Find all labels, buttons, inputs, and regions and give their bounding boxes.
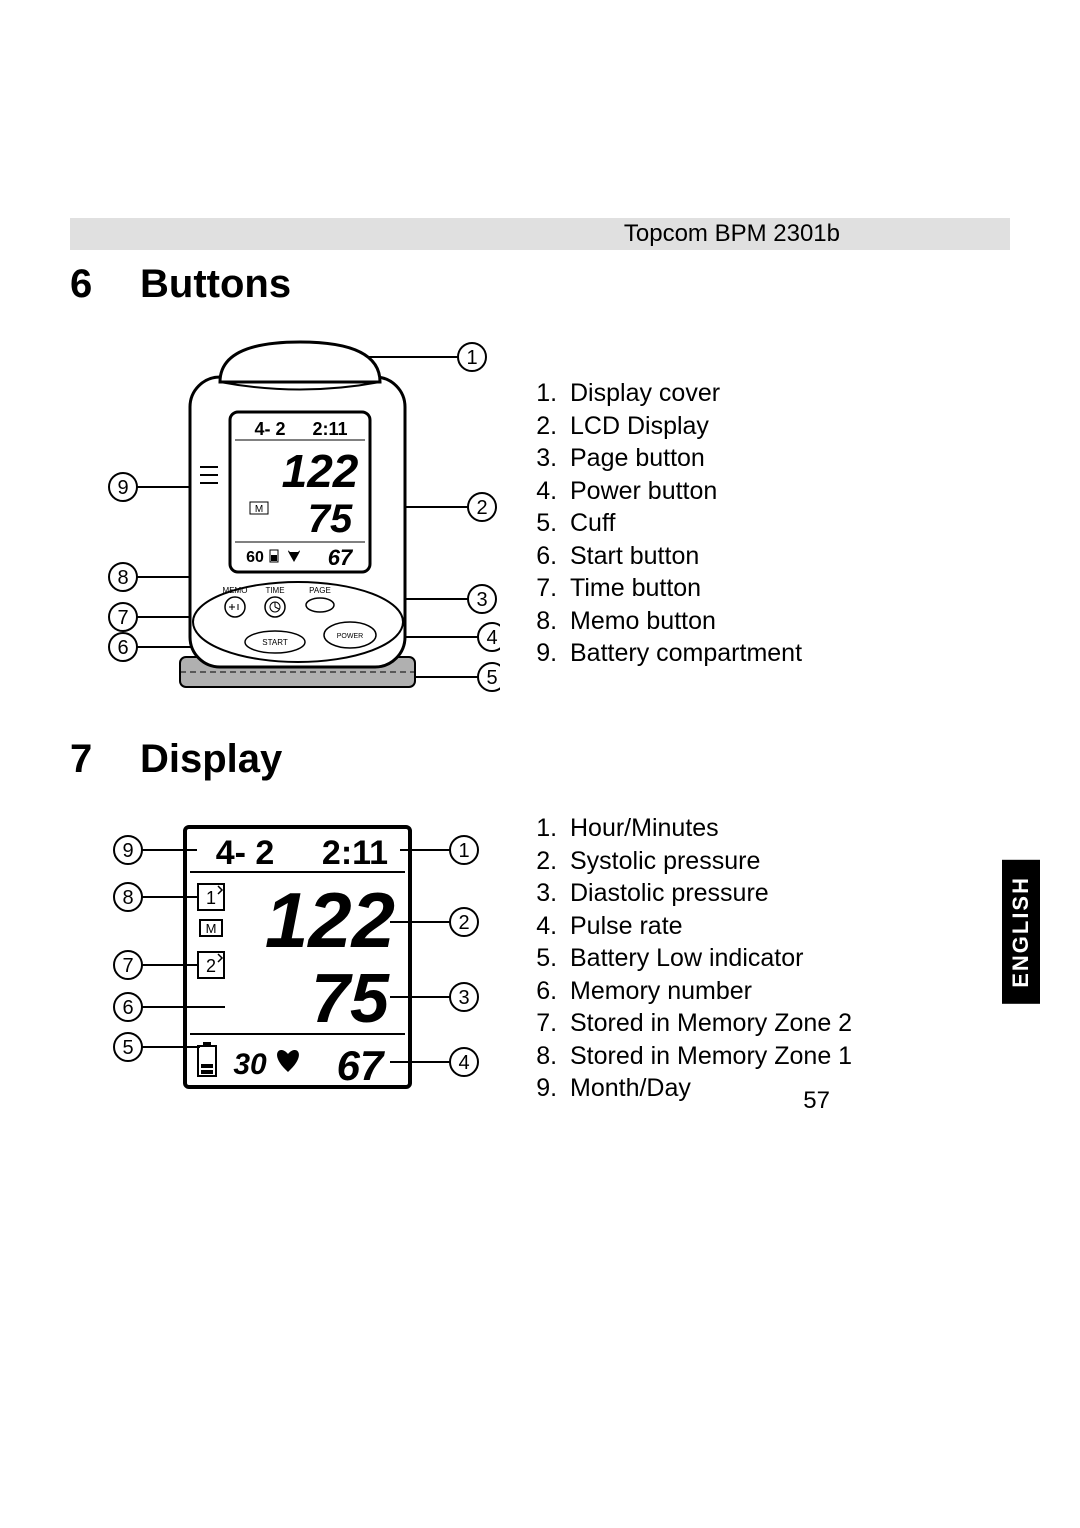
dcallout-2: 2	[458, 912, 469, 934]
page-label: PAGE	[309, 586, 331, 595]
legend-item: Time button	[564, 572, 1010, 605]
disp-m: M	[206, 921, 217, 936]
memo-label: MEMO	[223, 586, 248, 595]
display-diagram: 4- 2 2:11 1 M 2 122 75	[70, 812, 510, 1105]
section-title: Buttons	[140, 262, 291, 307]
legend-item: Memory number	[564, 975, 1010, 1008]
buttons-legend: Display coverLCD DisplayPage buttonPower…	[510, 337, 1010, 707]
callout-6: 6	[117, 637, 128, 659]
legend-item: Pulse rate	[564, 910, 1010, 943]
callout-3: 3	[476, 589, 487, 611]
product-name: Topcom BPM 2301b	[624, 220, 840, 248]
legend-item: Page button	[564, 442, 1010, 475]
legend-item: Power button	[564, 475, 1010, 508]
disp-date: 4- 2	[216, 834, 275, 872]
dcallout-4: 4	[458, 1052, 469, 1074]
callout-5: 5	[486, 667, 497, 689]
lcd-m: M	[255, 504, 263, 515]
legend-item: Battery Low indicator	[564, 942, 1010, 975]
dcallout-8: 8	[122, 887, 133, 909]
dcallout-6: 6	[122, 997, 133, 1019]
dcallout-1: 1	[458, 840, 469, 862]
disp-dia: 75	[311, 959, 390, 1037]
display-content: 4- 2 2:11 1 M 2 122 75	[70, 812, 1010, 1105]
legend-item: LCD Display	[564, 410, 1010, 443]
legend-item: Diastolic pressure	[564, 877, 1010, 910]
disp-time: 2:11	[322, 834, 388, 872]
legend-item: Stored in Memory Zone 2	[564, 1007, 1010, 1040]
buttons-content: 1 2 3 4 5 6 7 8 9	[70, 337, 1010, 707]
display-legend: Hour/MinutesSystolic pressureDiastolic p…	[510, 812, 1010, 1105]
lcd-sys: 122	[282, 445, 359, 497]
section-number: 6	[70, 262, 140, 307]
lcd-date: 4- 2	[254, 419, 285, 439]
callout-1: 1	[466, 347, 477, 369]
dcallout-7: 7	[122, 955, 133, 977]
legend-item: Memo button	[564, 605, 1010, 638]
header-bar: Topcom BPM 2301b	[70, 218, 1010, 250]
language-tab: ENGLISH	[1002, 860, 1040, 1004]
legend-item: Stored in Memory Zone 1	[564, 1040, 1010, 1073]
callout-4: 4	[486, 627, 497, 649]
callout-2: 2	[476, 497, 487, 519]
disp-memnum: 30	[233, 1048, 267, 1081]
lcd-time: 2:11	[312, 419, 347, 439]
legend-item: Month/Day	[564, 1072, 1010, 1105]
legend-item: Systolic pressure	[564, 845, 1010, 878]
legend-item: Battery compartment	[564, 637, 1010, 670]
power-label: POWER	[337, 633, 363, 640]
start-label: START	[262, 638, 288, 647]
disp-zone2: 2	[206, 956, 216, 976]
dcallout-9: 9	[122, 840, 133, 862]
lcd-dia: 75	[308, 497, 353, 541]
disp-sys: 122	[265, 876, 395, 964]
dcallout-3: 3	[458, 987, 469, 1009]
section-buttons-heading: 6 Buttons	[70, 262, 1010, 307]
legend-item: Cuff	[564, 507, 1010, 540]
callout-7: 7	[117, 607, 128, 629]
lcd-pulse2: 67	[328, 545, 354, 570]
section-title: Display	[140, 737, 282, 782]
page-number: 57	[803, 1087, 830, 1115]
legend-item: Hour/Minutes	[564, 812, 1010, 845]
section-number: 7	[70, 737, 140, 782]
dcallout-5: 5	[122, 1037, 133, 1059]
callout-8: 8	[117, 567, 128, 589]
legend-item: Display cover	[564, 377, 1010, 410]
time-label: TIME	[265, 586, 284, 595]
callout-9: 9	[117, 477, 128, 499]
legend-item: Start button	[564, 540, 1010, 573]
lcd-pulse-num: 60	[246, 549, 264, 566]
device-diagram: 1 2 3 4 5 6 7 8 9	[70, 337, 510, 707]
disp-zone1: 1	[206, 888, 216, 908]
disp-pulse: 67	[337, 1042, 385, 1089]
section-display-heading: 7 Display	[70, 737, 1010, 782]
